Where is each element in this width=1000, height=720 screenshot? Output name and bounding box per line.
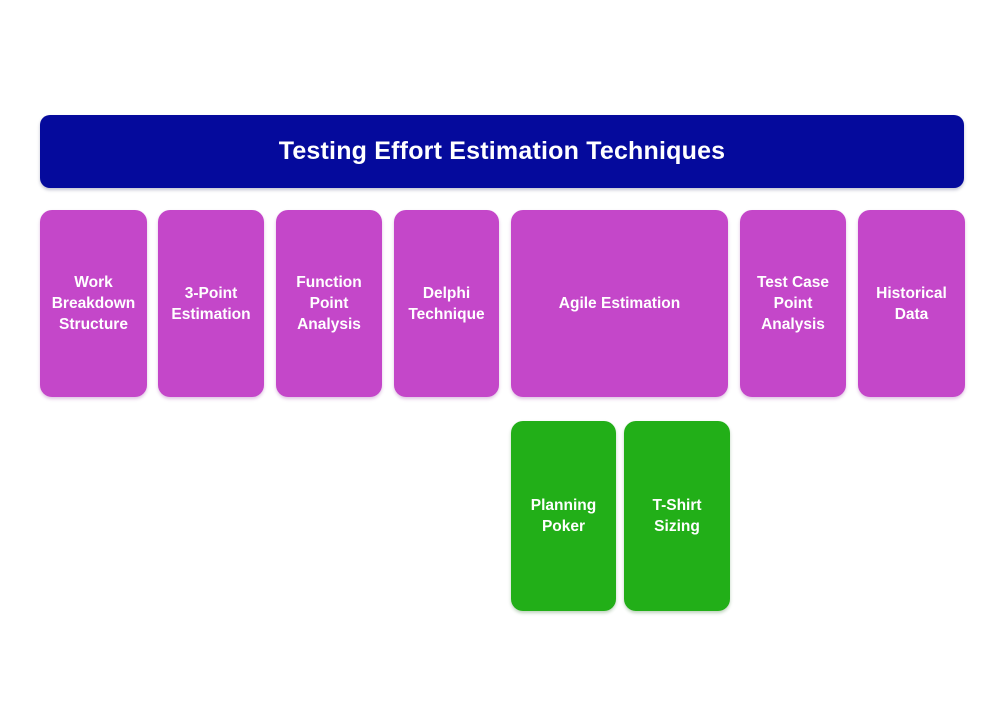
technique-box-function-point-analysis: Function Point Analysis — [276, 210, 382, 397]
technique-box-delphi-technique: Delphi Technique — [394, 210, 499, 397]
subtechnique-box-t-shirt-sizing: T-Shirt Sizing — [624, 421, 730, 611]
subtechnique-box-planning-poker: Planning Poker — [511, 421, 616, 611]
subtechnique-label: Planning Poker — [530, 497, 597, 535]
technique-box-3-point-estimation: 3-Point Estimation — [158, 210, 264, 397]
diagram-title: Testing Effort Estimation Techniques — [278, 137, 726, 165]
technique-label: 3-Point Estimation — [171, 284, 251, 323]
subtechnique-label: T-Shirt Sizing — [652, 497, 702, 535]
technique-box-historical-data: Historical Data — [858, 210, 965, 397]
diagram-title-banner: Testing Effort Estimation Techniques — [40, 115, 964, 188]
technique-label: Delphi Technique — [408, 284, 485, 323]
technique-box-agile-estimation: Agile Estimation — [511, 210, 728, 397]
technique-label: Historical Data — [876, 284, 947, 323]
technique-label: Agile Estimation — [558, 295, 681, 312]
technique-label: Function Point Analysis — [296, 274, 362, 333]
technique-box-work-breakdown-structure: Work Breakdown Structure — [40, 210, 147, 397]
technique-label: Work Breakdown Structure — [51, 274, 136, 333]
technique-label: Test Case Point Analysis — [756, 274, 830, 333]
technique-box-test-case-point-analysis: Test Case Point Analysis — [740, 210, 846, 397]
